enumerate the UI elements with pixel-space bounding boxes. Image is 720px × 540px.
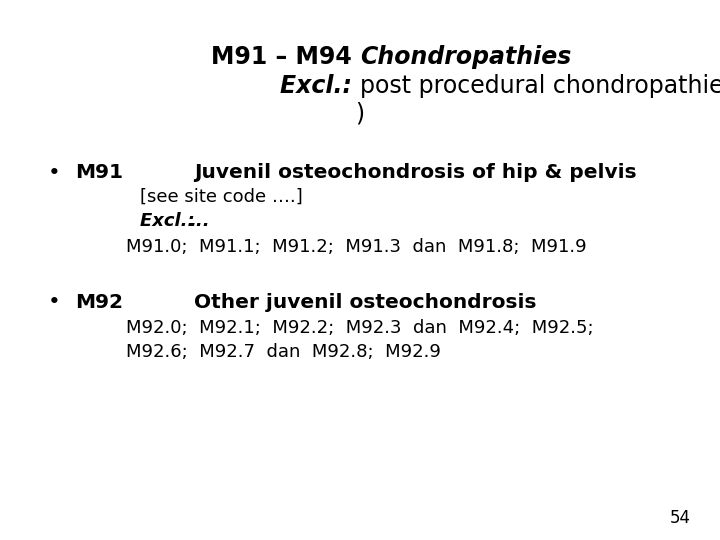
Text: Excl.:: Excl.: (280, 75, 360, 98)
Text: post procedural chondropathies (M96.-: post procedural chondropathies (M96.- (360, 75, 720, 98)
Text: ...: ... (189, 212, 210, 231)
Text: M92: M92 (76, 293, 124, 312)
Text: Juvenil osteochondrosis of hip & pelvis: Juvenil osteochondrosis of hip & pelvis (194, 163, 637, 183)
Text: [see site code ….]: [see site code ….] (140, 188, 303, 206)
Text: ): ) (356, 102, 364, 125)
Text: M92.6;  M92.7  dan  M92.8;  M92.9: M92.6; M92.7 dan M92.8; M92.9 (126, 343, 441, 361)
Text: M91.0;  M91.1;  M91.2;  M91.3  dan  M91.8;  M91.9: M91.0; M91.1; M91.2; M91.3 dan M91.8; M9… (126, 238, 587, 256)
Text: 54: 54 (670, 509, 691, 528)
Text: •: • (48, 292, 60, 313)
Text: M92.0;  M92.1;  M92.2;  M92.3  dan  M92.4;  M92.5;: M92.0; M92.1; M92.2; M92.3 dan M92.4; M9… (126, 319, 593, 337)
Text: Chondropathies: Chondropathies (360, 45, 572, 69)
Text: Excl.:: Excl.: (140, 212, 202, 231)
Text: •: • (48, 163, 60, 183)
Text: M91 – M94: M91 – M94 (211, 45, 360, 69)
Text: M91: M91 (76, 163, 124, 183)
Text: Other juvenil osteochondrosis: Other juvenil osteochondrosis (194, 293, 537, 312)
